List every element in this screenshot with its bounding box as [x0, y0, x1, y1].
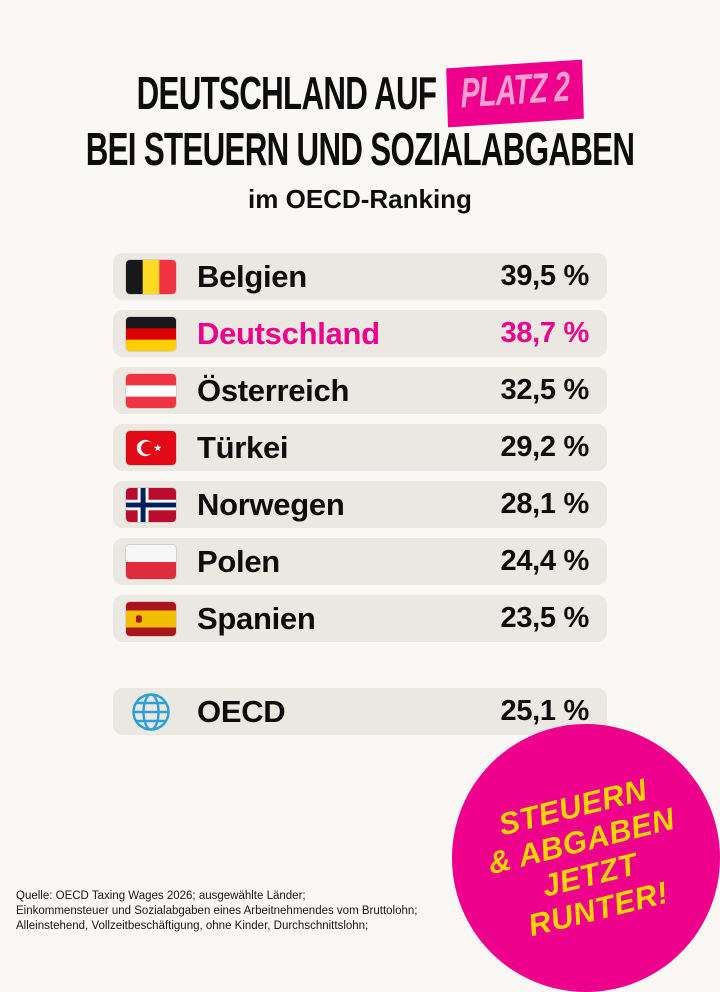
source-line: Alleinstehend, Vollzeitbeschäftigung, oh…: [16, 920, 369, 933]
oecd-value-label: 25,1 %: [500, 695, 590, 728]
country-label: Belgien: [197, 258, 307, 294]
value-label: 24,4 %: [500, 545, 590, 578]
ranking-row: Türkei 29,2 %: [113, 424, 607, 472]
value-label: 38,7 %: [500, 317, 590, 350]
globe-icon: [125, 690, 177, 734]
spain-flag-icon: [125, 600, 177, 637]
value-label: 28,1 %: [500, 488, 590, 521]
title-text-2: BEI STEUERN UND SOZIALABGABEN: [85, 122, 635, 175]
ranking-row: Polen 24,4 %: [113, 538, 607, 586]
value-label: 23,5 %: [500, 602, 590, 635]
source-line: Quelle: OECD Taxing Wages 2026; ausgewäh…: [16, 890, 306, 903]
oecd-summary-row: OECD 25,1 %: [113, 688, 607, 736]
ranking-list: Belgien 39,5 % Deutschland 38,7 % Österr…: [113, 253, 607, 736]
norway-flag-icon: [125, 486, 177, 523]
ranking-row: Belgien 39,5 %: [113, 253, 607, 301]
germany-flag-icon: [125, 315, 177, 352]
value-label: 29,2 %: [500, 431, 590, 464]
ranking-row-highlighted: Deutschland 38,7 %: [113, 310, 607, 358]
source-note: Quelle: OECD Taxing Wages 2026; ausgewäh…: [16, 889, 417, 934]
title-text-1: DEUTSCHLAND AUF: [136, 66, 437, 119]
platz-2-badge: PLATZ 2: [446, 59, 585, 128]
title-line-2: BEI STEUERN UND SOZIALABGABEN: [86, 123, 635, 176]
turkey-flag-icon: [125, 429, 177, 466]
country-label: Österreich: [197, 372, 350, 408]
source-line: Einkommensteuer und Sozialabgaben eines …: [16, 905, 418, 918]
ranking-row: Spanien 23,5 %: [113, 595, 607, 643]
badge-label: PLATZ 2: [460, 62, 571, 117]
title-line-1: DEUTSCHLAND AUF PLATZ 2: [115, 59, 605, 128]
header: DEUTSCHLAND AUF PLATZ 2 BEI STEUERN UND …: [0, 0, 720, 215]
oecd-label: OECD: [197, 693, 286, 729]
country-label: Polen: [197, 543, 280, 579]
country-label: Spanien: [197, 600, 316, 636]
poland-flag-icon: [125, 543, 177, 580]
sticker-badge: STEUERN & ABGABEN JETZT RUNTER!: [452, 724, 720, 992]
ranking-row: Österreich 32,5 %: [113, 367, 607, 415]
belgium-flag-icon: [125, 258, 177, 295]
country-label: Norwegen: [197, 486, 345, 522]
value-label: 39,5 %: [500, 260, 590, 293]
sticker-text: STEUERN & ABGABEN JETZT RUNTER!: [476, 767, 695, 949]
subtitle: im OECD-Ranking: [248, 184, 472, 215]
country-label: Türkei: [197, 429, 289, 465]
austria-flag-icon: [125, 372, 177, 409]
ranking-row: Norwegen 28,1 %: [113, 481, 607, 529]
value-label: 32,5 %: [500, 374, 590, 407]
country-label: Deutschland: [197, 315, 380, 351]
